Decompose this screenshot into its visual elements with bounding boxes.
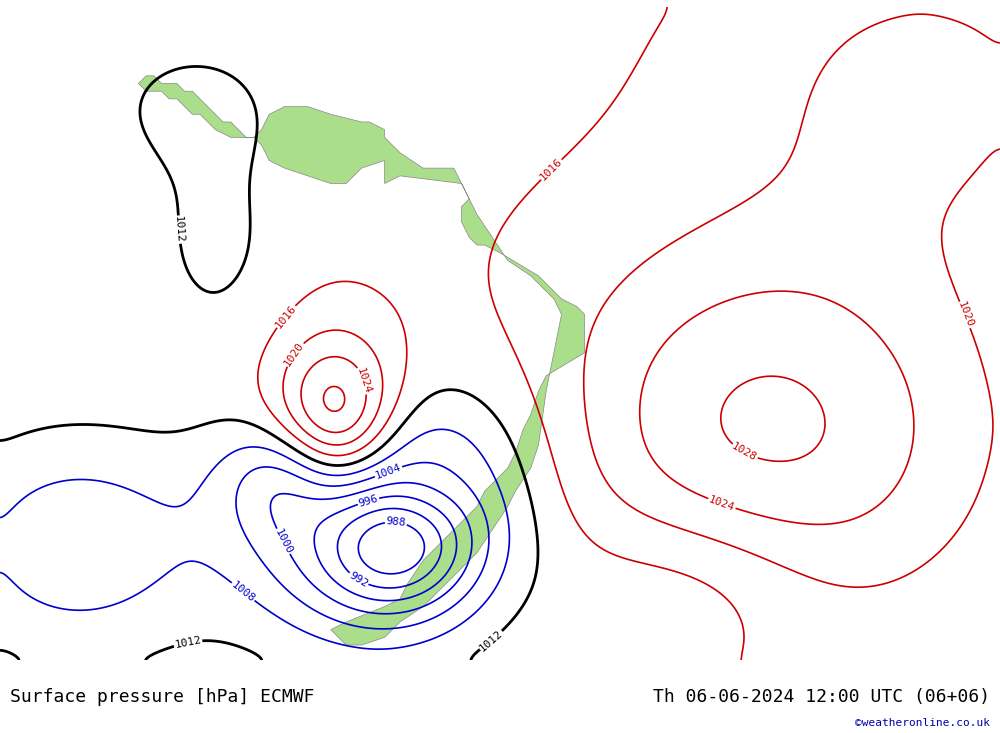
Text: 1016: 1016 bbox=[273, 303, 298, 330]
Text: 1012: 1012 bbox=[478, 628, 505, 653]
Text: 996: 996 bbox=[357, 493, 380, 509]
Polygon shape bbox=[138, 75, 254, 137]
Text: 1012: 1012 bbox=[173, 216, 185, 243]
Text: 1016: 1016 bbox=[538, 157, 564, 183]
Text: 1020: 1020 bbox=[282, 340, 306, 368]
Text: 988: 988 bbox=[385, 516, 407, 528]
Polygon shape bbox=[254, 106, 585, 645]
Text: 1020: 1020 bbox=[955, 301, 974, 329]
Text: 1000: 1000 bbox=[273, 527, 294, 556]
Text: 1008: 1008 bbox=[229, 579, 257, 604]
Text: 1024: 1024 bbox=[355, 366, 373, 395]
Text: 1012: 1012 bbox=[174, 635, 202, 650]
Text: ©weatheronline.co.uk: ©weatheronline.co.uk bbox=[855, 718, 990, 728]
Text: 1024: 1024 bbox=[707, 494, 736, 513]
Text: 1004: 1004 bbox=[374, 463, 403, 481]
Text: 992: 992 bbox=[347, 570, 370, 589]
Text: Th 06-06-2024 12:00 UTC (06+06): Th 06-06-2024 12:00 UTC (06+06) bbox=[653, 688, 990, 706]
Text: Surface pressure [hPa] ECMWF: Surface pressure [hPa] ECMWF bbox=[10, 688, 314, 706]
Text: 1028: 1028 bbox=[730, 441, 759, 463]
